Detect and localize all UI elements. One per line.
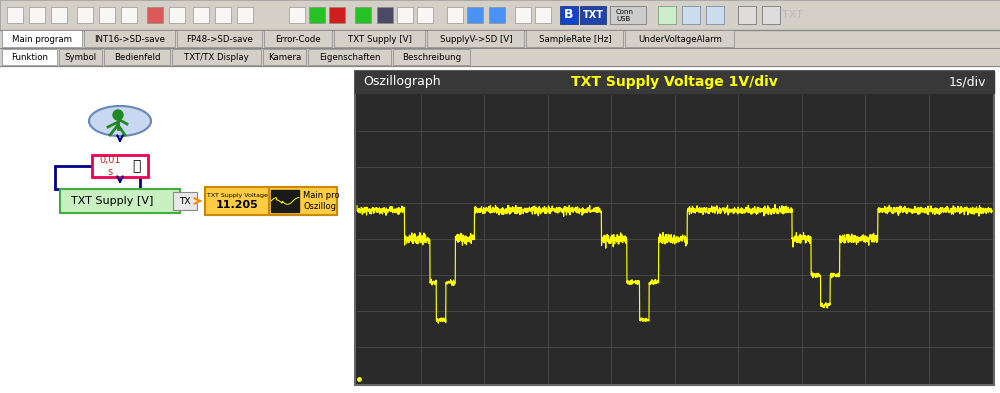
Bar: [427, 30, 524, 47]
Bar: [59, 49, 102, 65]
Text: 11.205: 11.205: [216, 200, 258, 210]
Text: TXT: TXT: [582, 10, 604, 20]
Bar: [29, 7, 45, 23]
Bar: [355, 71, 994, 385]
Bar: [560, 6, 578, 24]
Bar: [55, 166, 140, 189]
Text: TXT Supply Voltage: TXT Supply Voltage: [207, 193, 267, 198]
Bar: [147, 7, 163, 23]
Bar: [2, 30, 82, 47]
Text: TXT Supply Voltage 1V/div: TXT Supply Voltage 1V/div: [571, 75, 778, 89]
Bar: [706, 6, 724, 24]
Bar: [0, 0, 1000, 30]
Bar: [215, 7, 231, 23]
Text: SupplyV->SD [V]: SupplyV->SD [V]: [440, 35, 512, 44]
Bar: [309, 7, 325, 23]
Bar: [99, 7, 115, 23]
Text: Main pro
Oszillog: Main pro Oszillog: [303, 191, 340, 211]
Bar: [0, 48, 1000, 66]
Text: TX: TX: [179, 196, 191, 206]
Bar: [177, 30, 262, 47]
Bar: [397, 7, 413, 23]
Bar: [104, 49, 170, 65]
Bar: [334, 30, 425, 47]
Bar: [264, 30, 332, 47]
Text: USB: USB: [616, 16, 630, 22]
Bar: [172, 49, 261, 65]
Bar: [308, 49, 391, 65]
Bar: [0, 30, 1000, 48]
FancyBboxPatch shape: [173, 192, 197, 210]
Bar: [738, 6, 756, 24]
Bar: [467, 7, 483, 23]
Bar: [610, 6, 646, 24]
Text: Error-Code: Error-Code: [275, 35, 321, 44]
Bar: [682, 6, 700, 24]
Bar: [121, 7, 137, 23]
Text: TXT Supply [V]: TXT Supply [V]: [348, 35, 412, 44]
Text: TXT/TX Display: TXT/TX Display: [184, 53, 249, 61]
Text: SampleRate [Hz]: SampleRate [Hz]: [539, 35, 611, 44]
Bar: [526, 30, 623, 47]
Bar: [515, 7, 531, 23]
Text: Kamera: Kamera: [268, 53, 301, 61]
Bar: [263, 49, 306, 65]
Text: Eigenschaften: Eigenschaften: [319, 53, 381, 61]
Text: Oszillograph: Oszillograph: [363, 75, 441, 88]
FancyBboxPatch shape: [92, 155, 148, 177]
Ellipse shape: [113, 110, 123, 120]
Bar: [51, 7, 67, 23]
Ellipse shape: [89, 106, 151, 136]
Text: FP48->SD-save: FP48->SD-save: [186, 35, 253, 44]
Text: Conn: Conn: [616, 9, 634, 15]
Text: Main program: Main program: [12, 35, 72, 44]
Bar: [271, 190, 299, 212]
Bar: [447, 7, 463, 23]
Bar: [7, 7, 23, 23]
FancyBboxPatch shape: [60, 189, 180, 213]
Bar: [580, 6, 606, 24]
Text: Funktion: Funktion: [11, 53, 48, 61]
Text: INT16->SD-save: INT16->SD-save: [94, 35, 165, 44]
Text: TXT: TXT: [782, 10, 802, 20]
Bar: [329, 7, 345, 23]
Text: 1s/div: 1s/div: [948, 75, 986, 88]
Text: Beschreibung: Beschreibung: [402, 53, 461, 61]
Bar: [377, 7, 393, 23]
Bar: [0, 66, 1000, 393]
Bar: [77, 7, 93, 23]
Bar: [169, 7, 185, 23]
FancyBboxPatch shape: [269, 187, 337, 215]
Text: B: B: [564, 9, 574, 22]
Bar: [355, 71, 994, 93]
Bar: [355, 7, 371, 23]
Text: Symbol: Symbol: [65, 53, 97, 61]
Bar: [289, 7, 305, 23]
Text: Bedienfeld: Bedienfeld: [114, 53, 161, 61]
Text: UnderVoltageAlarm: UnderVoltageAlarm: [638, 35, 722, 44]
Bar: [489, 7, 505, 23]
Bar: [625, 30, 734, 47]
Bar: [193, 7, 209, 23]
Text: 0,01
s: 0,01 s: [99, 155, 121, 177]
Bar: [237, 7, 253, 23]
Bar: [2, 49, 57, 65]
Bar: [393, 49, 470, 65]
Bar: [762, 6, 780, 24]
Bar: [417, 7, 433, 23]
Bar: [658, 6, 676, 24]
FancyBboxPatch shape: [205, 187, 269, 215]
Text: ⌛: ⌛: [132, 159, 140, 173]
Bar: [535, 7, 551, 23]
Bar: [84, 30, 175, 47]
Text: TXT Supply [V]: TXT Supply [V]: [71, 196, 153, 206]
